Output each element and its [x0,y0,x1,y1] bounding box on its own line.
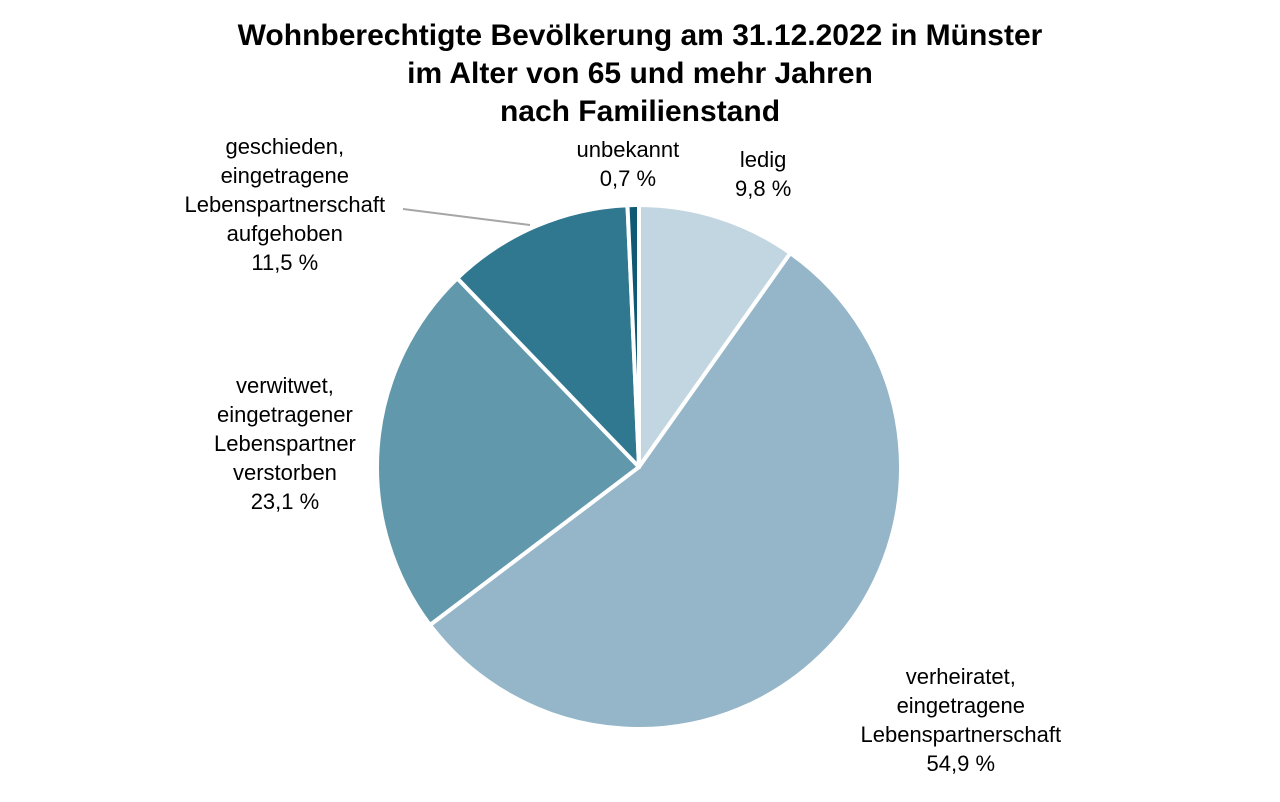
pie-leader-lines [402,208,531,226]
slice-category-label: eingetragener [217,402,353,427]
slice-label: verheiratet, eingetragene Lebenspartnersch… [861,662,1062,778]
pie-slices [375,202,903,731]
slice-category-label: Lebenspartnerschaft [184,192,386,217]
slice-category-label: unbekannt [576,137,680,162]
pie-slice [625,202,641,469]
chart-title: Wohnberechtigte Bevölkerung am 31.12.202… [0,17,1280,131]
slice-value-label: 11,5 % [251,250,319,275]
slice-category-label: Lebenspartner [214,431,356,456]
slice-value-label: 9,8 % [735,176,792,201]
pie-slice [455,203,641,469]
chart-title-line-1: Wohnberechtigte Bevölkerung am 31.12.202… [237,19,1043,52]
chart-title-line-3: nach Familienstand [499,95,781,128]
slice-label: verwitwet, eingetragener Lebenspartner vers… [214,371,356,516]
slice-category-label: verwitwet, [236,373,334,398]
slice-value-label: 54,9 % [926,751,996,776]
pie-slice [375,276,641,627]
slice-category-label: verheiratet, [905,664,1016,689]
slice-label: geschieden, eingetragene Lebenspartnerscha… [185,132,386,277]
slice-value-label: 23,1 % [250,489,320,514]
slice-category-label: eingetragene [220,163,350,188]
slice-label: ledig 9,8 % [735,145,791,203]
slice-category-label: geschieden, [225,134,345,159]
slice-category-label: ledig [739,147,787,172]
chart-title-line-2: im Alter von 65 und mehr Jahren [407,57,873,90]
slice-label: unbekannt 0,7 % [577,135,680,193]
pie-slice [637,203,793,469]
slice-category-label: aufgehoben [226,221,343,246]
leader-line [402,208,531,226]
pie-slice [427,251,903,731]
slice-category-label: Lebenspartnerschaft [860,722,1062,747]
slice-value-label: 0,7 % [599,166,657,191]
slice-category-label: verstorben [232,460,337,485]
slice-category-label: eingetragene [896,693,1026,718]
